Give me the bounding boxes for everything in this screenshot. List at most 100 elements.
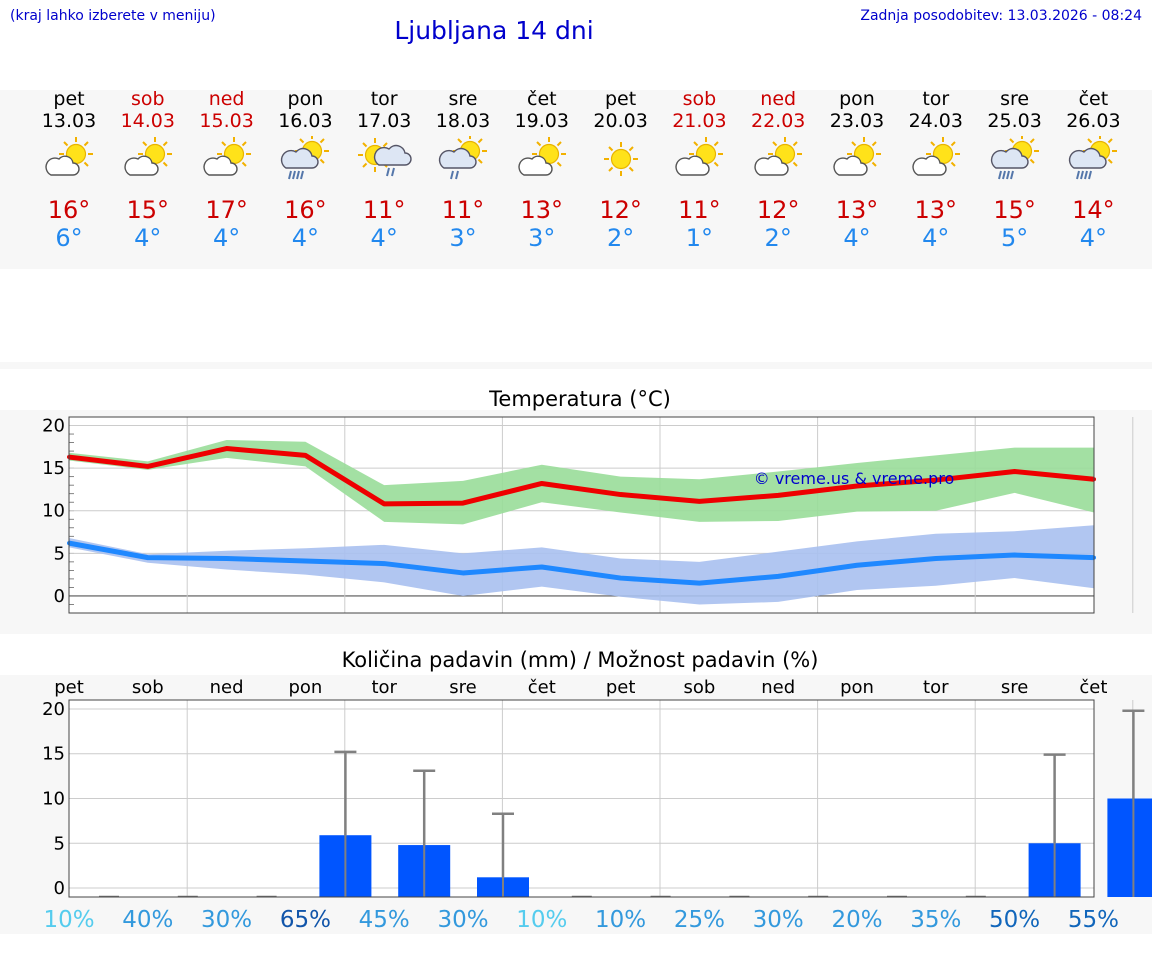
min-temp-point	[697, 581, 702, 586]
min-temp-point	[1012, 553, 1017, 558]
temperature-chart-title: Temperatura (°C)	[489, 387, 671, 411]
day-date: 24.03	[908, 110, 963, 132]
y-tick-label: 5	[54, 833, 65, 854]
day-name: pet	[53, 88, 85, 110]
precip-probability: 20%	[831, 907, 882, 933]
day-column: čet 19.03 13° 3°	[502, 88, 581, 252]
precip-probability: 45%	[359, 907, 410, 933]
max-temp: 16°	[47, 196, 91, 224]
min-temp-point	[145, 555, 150, 560]
max-temp: 11°	[362, 196, 406, 224]
day-name: tor	[370, 88, 398, 110]
partly-cloudy-icon	[124, 136, 173, 176]
page-title: Ljubljana 14 dni	[394, 16, 594, 45]
max-temp: 13°	[835, 196, 879, 224]
min-temp-point	[933, 556, 938, 561]
min-temp: 3°	[528, 224, 556, 252]
x-category-label: ned	[210, 677, 244, 698]
x-category-label: sre	[449, 677, 476, 698]
min-temp: 4°	[212, 224, 241, 252]
day-date: 26.03	[1066, 110, 1121, 132]
rain-showers-icon	[1069, 136, 1119, 180]
day-date: 16.03	[278, 110, 333, 132]
day-date: 15.03	[199, 110, 254, 132]
day-name: sre	[448, 88, 478, 110]
min-temp: 2°	[764, 224, 792, 252]
max-temp-point	[461, 501, 465, 506]
day-column: sob 21.03 11° 1°	[660, 88, 739, 252]
y-tick-label: 10	[42, 789, 65, 810]
max-temp: 15°	[993, 196, 1036, 224]
max-temp-point	[855, 484, 859, 489]
day-date: 14.03	[120, 110, 175, 132]
max-temp-point	[776, 493, 781, 498]
day-name: pet	[604, 88, 637, 110]
menu-hint: (kraj lahko izberete v meniju)	[10, 8, 216, 24]
max-temp: 14°	[1072, 196, 1115, 224]
day-column: pet 20.03 12° 2°	[581, 88, 660, 252]
precip-chart: pet sob ned pon tor sre čet pet sob ned pon tor sre č…	[42, 677, 1152, 933]
sunny-icon	[602, 141, 639, 177]
day-date: 20.03	[593, 110, 648, 132]
temperature-chart: 0 5 10 15 20 © vreme.us & vreme.pro	[42, 416, 1134, 614]
day-name: pon	[287, 88, 324, 110]
rain-showers-icon	[281, 136, 331, 180]
precip-probability: 30%	[753, 907, 804, 933]
precip-probability: 55%	[1068, 907, 1119, 933]
min-temp-point	[461, 570, 465, 575]
watermark: © vreme.us & vreme.pro	[754, 469, 955, 488]
day-column: sob 14.03 15° 4°	[108, 88, 187, 252]
forecast-band	[0, 90, 1152, 269]
max-temp-point	[697, 499, 702, 504]
precip-probability: 65%	[280, 907, 331, 933]
precip-probability: 10%	[516, 907, 567, 933]
day-column: tor 17.03 11° 4°	[345, 88, 424, 252]
day-date: 19.03	[514, 110, 569, 132]
y-tick-label: 0	[54, 586, 65, 607]
last-update: Zadnja posodobitev: 13.03.2026 - 08:24	[860, 8, 1142, 24]
precip-probability: 50%	[989, 907, 1040, 933]
rain-showers-icon	[990, 136, 1040, 180]
x-category-label: pon	[840, 677, 874, 698]
day-name: čet	[527, 88, 557, 110]
y-tick-label: 15	[42, 744, 65, 765]
precip-probability: 10%	[43, 907, 94, 933]
min-temp: 5°	[1000, 224, 1029, 252]
min-temp: 4°	[843, 224, 871, 252]
y-tick-label: 20	[42, 699, 65, 720]
precip-probability: 30%	[201, 907, 252, 933]
x-category-label: čet	[1079, 677, 1107, 698]
y-tick-label: 20	[42, 416, 65, 437]
partly-cloudy-icon	[518, 136, 567, 176]
min-temp-band	[69, 525, 1094, 605]
x-category-label: tor	[371, 677, 397, 698]
x-category-label: sob	[132, 677, 164, 698]
max-temp-line	[68, 446, 1095, 507]
day-column: pet 13.03 16° 6°	[30, 88, 109, 252]
plot-border	[68, 699, 1095, 898]
day-column: tor 24.03 13° 4°	[896, 88, 975, 252]
y-tick-label: 10	[42, 501, 65, 522]
day-column: ned 15.03 17° 4°	[187, 88, 266, 252]
y-tick-label: 5	[54, 543, 65, 564]
light-rain-icon	[438, 136, 488, 180]
plot-border	[68, 416, 1095, 614]
partly-cloudy-icon	[833, 136, 882, 176]
partly-cloudy-icon	[675, 136, 725, 176]
min-temp: 1°	[685, 224, 714, 252]
min-temp-point	[618, 576, 623, 581]
forecast-days: pet 13.03 16° 6° sob 14.03 15° 4° ned 15.03 17° 4° p…	[0, 88, 1152, 268]
partly-cloudy-icon	[912, 136, 961, 176]
max-temp: 11°	[441, 196, 485, 224]
day-name: pon	[839, 88, 875, 110]
max-temp-point	[933, 478, 938, 483]
max-temp: 17°	[205, 196, 248, 224]
min-temp-point	[224, 556, 229, 561]
day-date: 21.03	[672, 110, 727, 132]
min-temp: 2°	[606, 224, 635, 252]
min-temp-point	[776, 574, 781, 579]
x-category-label: tor	[923, 677, 949, 698]
day-column: čet 26.03 14° 4°	[1054, 88, 1133, 252]
day-column: pon 16.03 16° 4°	[266, 88, 345, 252]
partly-cloudy-icon	[45, 136, 94, 176]
